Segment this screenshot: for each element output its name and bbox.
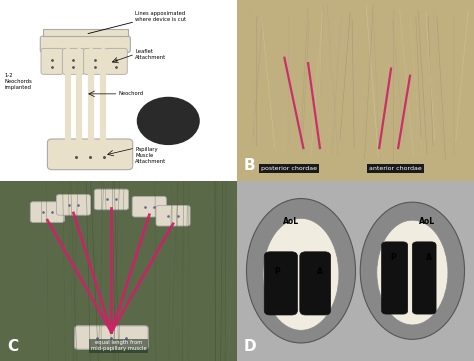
Text: Neochord: Neochord (118, 91, 144, 96)
FancyBboxPatch shape (56, 195, 91, 215)
FancyBboxPatch shape (30, 202, 64, 222)
FancyBboxPatch shape (0, 126, 308, 361)
FancyBboxPatch shape (41, 48, 64, 74)
Text: P: P (274, 268, 280, 277)
FancyBboxPatch shape (94, 189, 128, 210)
Text: equal length from
mid-papillary muscle: equal length from mid-papillary muscle (91, 340, 146, 351)
Text: Papillary
Muscle
Attachment: Papillary Muscle Attachment (135, 147, 166, 164)
FancyBboxPatch shape (40, 36, 130, 52)
FancyBboxPatch shape (47, 139, 133, 170)
Text: Leaflet
Attachment: Leaflet Attachment (135, 49, 166, 60)
FancyBboxPatch shape (43, 29, 128, 36)
FancyBboxPatch shape (83, 48, 106, 74)
Circle shape (137, 97, 199, 144)
Text: A: A (317, 268, 323, 277)
Text: 1-2
Neochords
implanted: 1-2 Neochords implanted (5, 73, 33, 90)
FancyBboxPatch shape (166, 126, 474, 361)
Text: P: P (391, 253, 396, 262)
FancyBboxPatch shape (166, 0, 474, 235)
Ellipse shape (360, 202, 465, 339)
Text: B: B (244, 158, 256, 173)
Text: AoL: AoL (283, 217, 300, 226)
FancyBboxPatch shape (382, 242, 408, 314)
FancyBboxPatch shape (300, 252, 331, 315)
FancyBboxPatch shape (412, 242, 436, 314)
Text: AoL: AoL (419, 217, 435, 226)
FancyBboxPatch shape (156, 205, 190, 226)
FancyBboxPatch shape (75, 326, 148, 349)
Text: posterior chordae: posterior chordae (261, 166, 317, 171)
Ellipse shape (377, 220, 448, 325)
FancyBboxPatch shape (132, 196, 166, 217)
Text: A: A (7, 158, 19, 173)
Text: anterior chordae: anterior chordae (369, 166, 422, 171)
Ellipse shape (246, 199, 356, 343)
Ellipse shape (263, 218, 339, 330)
FancyBboxPatch shape (105, 48, 127, 74)
Text: Lines appoximated
where device is cut: Lines appoximated where device is cut (135, 11, 186, 22)
Text: D: D (244, 339, 257, 354)
Text: C: C (7, 339, 18, 354)
Text: A: A (426, 253, 432, 262)
FancyBboxPatch shape (63, 48, 84, 74)
FancyBboxPatch shape (264, 252, 298, 315)
